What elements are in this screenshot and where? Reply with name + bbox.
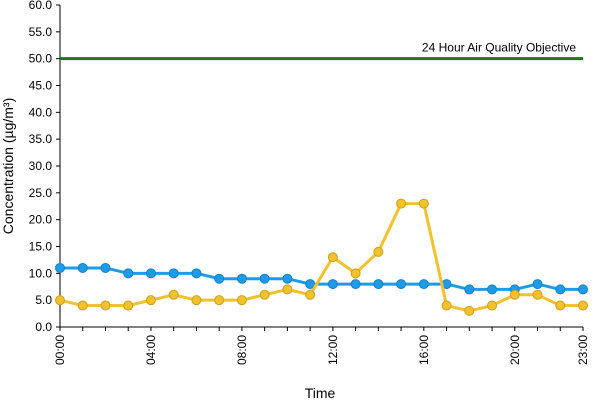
series-2-point bbox=[77, 300, 88, 311]
series-2-point bbox=[578, 300, 588, 311]
series-2-point bbox=[145, 295, 156, 306]
series-2-point bbox=[327, 252, 338, 263]
series-2-point bbox=[214, 295, 225, 306]
series-2-point bbox=[191, 295, 202, 306]
series-1-point bbox=[418, 279, 429, 290]
y-tick-label: 10.0 bbox=[29, 266, 53, 280]
series-2-point bbox=[100, 300, 111, 311]
series-1-point bbox=[327, 279, 338, 290]
y-tick-label: 0.0 bbox=[35, 320, 52, 334]
series-2-point bbox=[555, 300, 566, 311]
series-1-point bbox=[236, 273, 247, 284]
plot-area: 0.0 5.0 10.0 15.0 20.0 25.0 30.0 35.0 40.0 45.0 50… bbox=[29, 0, 590, 365]
series-2-point bbox=[123, 300, 134, 311]
series-2-point bbox=[350, 268, 361, 279]
series-1-point bbox=[168, 268, 179, 279]
series-1-point bbox=[282, 273, 293, 284]
x-tick-label: 00:00 bbox=[53, 335, 67, 365]
series-1-point bbox=[532, 279, 543, 290]
series-1-point bbox=[373, 279, 384, 290]
series-1-point bbox=[487, 284, 498, 295]
x-tick-label: 20:00 bbox=[508, 335, 522, 365]
y-tick-label: 40.0 bbox=[29, 105, 53, 119]
y-tick-label: 25.0 bbox=[29, 186, 53, 200]
series-1-point bbox=[100, 262, 111, 273]
y-tick-label: 30.0 bbox=[29, 159, 53, 173]
series-2-point bbox=[396, 198, 407, 209]
y-tick-label: 35.0 bbox=[29, 132, 53, 146]
series-1-point bbox=[145, 268, 156, 279]
y-tick-label: 50.0 bbox=[29, 52, 53, 66]
series-1-point bbox=[214, 273, 225, 284]
series-1-point bbox=[350, 279, 361, 290]
y-tick-label: 60.0 bbox=[29, 0, 53, 12]
x-tick-label: 08:00 bbox=[235, 335, 249, 365]
series-2-point bbox=[418, 198, 429, 209]
series-2-point bbox=[373, 246, 384, 257]
y-tick-label: 5.0 bbox=[35, 293, 52, 307]
x-axis-title: Time bbox=[305, 385, 336, 400]
y-tick-label: 55.0 bbox=[29, 25, 53, 39]
series-2-point bbox=[532, 289, 543, 300]
series-2-point bbox=[305, 289, 316, 300]
x-tick-label: 12:00 bbox=[326, 335, 340, 365]
series-2-point bbox=[464, 305, 475, 316]
objective-label: 24 Hour Air Quality Objective bbox=[422, 41, 576, 55]
series-2-point bbox=[168, 289, 179, 300]
series-1-point bbox=[55, 262, 65, 273]
series-1-point bbox=[77, 262, 88, 273]
series-1-point bbox=[259, 273, 270, 284]
y-tick-label: 45.0 bbox=[29, 79, 53, 93]
series-1-point bbox=[464, 284, 475, 295]
series-2-line bbox=[59, 202, 583, 313]
series-2-point bbox=[282, 284, 293, 295]
y-axis-title: Concentration (µg/m³) bbox=[0, 98, 16, 234]
series-2-point bbox=[487, 300, 498, 311]
y-tick-label: 15.0 bbox=[29, 240, 53, 254]
series-2-point bbox=[55, 295, 65, 306]
series-1-point bbox=[191, 268, 202, 279]
series-1-point bbox=[123, 268, 134, 279]
series-1-point bbox=[578, 284, 588, 295]
series-2-point bbox=[236, 295, 247, 306]
y-tick-label: 20.0 bbox=[29, 213, 53, 227]
series-1-point bbox=[305, 279, 316, 290]
series-2-point bbox=[441, 300, 452, 311]
x-tick-label: 04:00 bbox=[144, 335, 158, 365]
series-2-point bbox=[259, 289, 270, 300]
series-1-point bbox=[555, 284, 566, 295]
x-tick-label: 16:00 bbox=[417, 335, 431, 365]
x-tick-label: 23:00 bbox=[576, 335, 590, 365]
series-1-point bbox=[396, 279, 407, 290]
series-2-point bbox=[509, 289, 520, 300]
